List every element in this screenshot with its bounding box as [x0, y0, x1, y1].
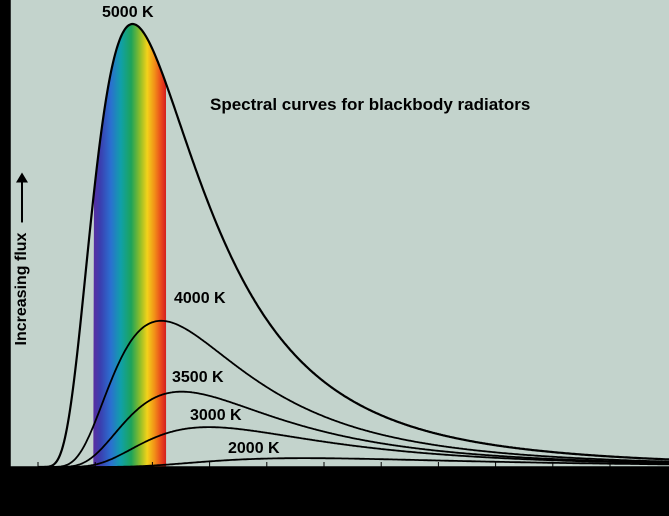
- y-axis-arrow-icon: [21, 174, 23, 223]
- curve-3000k: [38, 426, 669, 468]
- x-axis-title: Wavelength (m): [262, 488, 381, 505]
- y-axis-title: Increasing flux: [13, 174, 30, 346]
- x-tick-label-min: 10-7: [14, 471, 40, 489]
- curve-label-3500k: 3500 K: [172, 369, 224, 386]
- tick-marks: [37, 462, 611, 467]
- x-tick-max-base: 3 x 10: [588, 472, 630, 489]
- curve-4000k: [38, 319, 669, 468]
- x-tick-min-base: 10: [14, 472, 31, 489]
- curves-group: [38, 22, 669, 469]
- curve-label-2000k: 2000 K: [228, 440, 280, 457]
- curve-5000k: [38, 22, 669, 469]
- y-axis-title-text: Increasing flux: [13, 232, 30, 346]
- x-tick-max-exponent: -6: [629, 471, 639, 482]
- curve-3500k: [38, 390, 669, 468]
- x-tick-label-max: 3 x 10-6: [588, 471, 639, 489]
- curve-label-5000k: 5000 K: [102, 4, 154, 21]
- curve-label-3000k: 3000 K: [190, 407, 242, 424]
- curve-2000k: [38, 457, 669, 468]
- curve-label-4000k: 4000 K: [174, 290, 226, 307]
- x-tick-min-exponent: -7: [30, 471, 40, 482]
- chart-title: Spectral curves for blackbody radiators: [210, 95, 531, 114]
